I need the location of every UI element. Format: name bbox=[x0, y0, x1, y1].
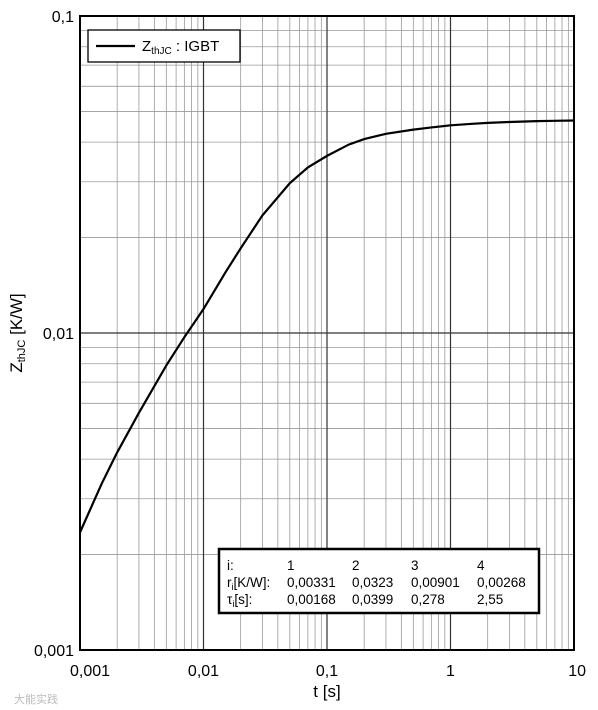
table-cell: 0,00168 bbox=[287, 592, 336, 607]
x-axis-label: t [s] bbox=[313, 682, 340, 701]
table-header-cell: 1 bbox=[287, 558, 295, 573]
table-cell: 0,00331 bbox=[287, 575, 336, 590]
legend-label: ZthJC : IGBT bbox=[142, 38, 219, 57]
x-tick-labels: 0,001 0,01 0,1 1 10 bbox=[70, 663, 586, 680]
x-tick-label: 0,01 bbox=[188, 663, 219, 680]
y-tick-label: 0,001 bbox=[34, 643, 74, 660]
table-cell: 0,0399 bbox=[352, 592, 393, 607]
major-grid bbox=[80, 16, 574, 650]
y-tick-label: 0,01 bbox=[43, 326, 74, 343]
table-cell: 0,278 bbox=[411, 592, 445, 607]
table-box bbox=[217, 547, 541, 615]
table-row-label: ri[K/W]: bbox=[227, 575, 270, 592]
table-cell: 0,00901 bbox=[411, 575, 460, 590]
y-tick-label: 0,1 bbox=[52, 9, 74, 26]
table-row-label: τi[s]: bbox=[227, 592, 252, 609]
table-body: ri[K/W]: 0,00331 0,0323 0,00901 0,00268 τi[s]… bbox=[227, 575, 526, 609]
zthjc-igbt-curve bbox=[78, 119, 575, 533]
table-cell: 0,00268 bbox=[477, 575, 526, 590]
table-cell: 2,55 bbox=[477, 592, 503, 607]
legend: ZthJC : IGBT bbox=[87, 29, 241, 63]
table-header-row: i: 1 2 3 4 bbox=[227, 558, 485, 573]
x-tick-label: 0,1 bbox=[316, 663, 338, 680]
table-cell: 0,0323 bbox=[352, 575, 393, 590]
x-tick-label: 1 bbox=[446, 663, 455, 680]
table-header-cell: i: bbox=[227, 558, 234, 573]
watermark: 大能实践 bbox=[14, 692, 58, 706]
x-tick-label: 10 bbox=[568, 663, 586, 680]
y-tick-labels: 0,001 0,01 0,1 bbox=[34, 9, 74, 660]
y-axis-label: ZthJC [K/W] bbox=[7, 293, 28, 372]
rth-tau-table: i: 1 2 3 4 ri[K/W]: 0,00331 0,0323 0,00901 0,002… bbox=[217, 547, 541, 615]
table-header-cell: 4 bbox=[477, 558, 485, 573]
x-tick-label: 0,001 bbox=[70, 663, 110, 680]
plot-frame bbox=[79, 15, 575, 651]
table-header-cell: 2 bbox=[352, 558, 360, 573]
table-header-cell: 3 bbox=[411, 558, 419, 573]
